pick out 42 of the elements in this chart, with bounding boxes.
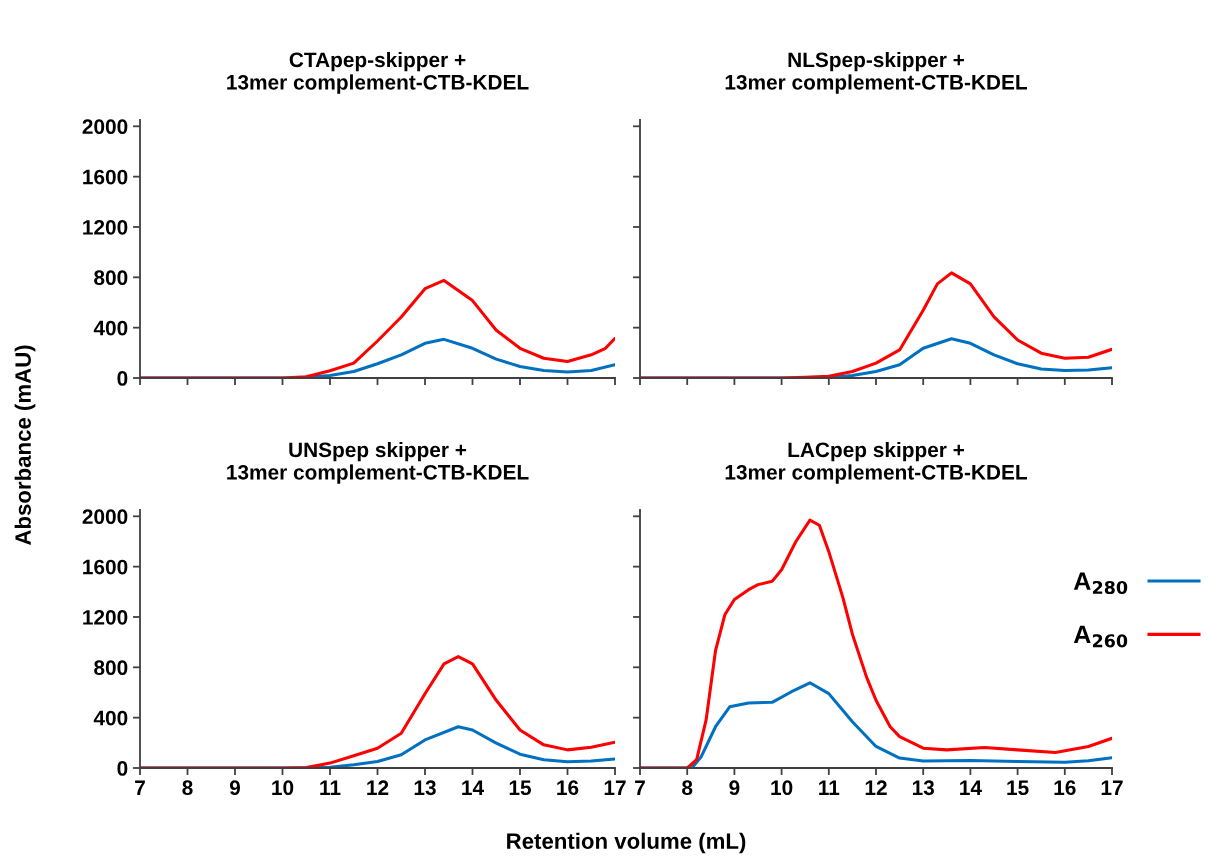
x-tick-label: 9 — [729, 780, 740, 796]
y-tick-label: 800 — [94, 270, 128, 286]
x-tick-label: 8 — [182, 780, 193, 796]
chart-title: LACpep skipper + 13mer complement-CTB-KDEL — [725, 441, 1028, 484]
y-axis-title: Absorbance (mAU) — [14, 345, 36, 546]
x-tick-label: 11 — [320, 780, 341, 795]
x-tick-label: 14 — [960, 780, 982, 795]
x-tick-label: 16 — [557, 780, 579, 796]
x-tick-label: 14 — [462, 780, 484, 795]
legend-label: A$_{260}$ — [1073, 625, 1128, 648]
chart-title: CTApep-skipper + 13mer complement-CTB-KDEL — [227, 51, 529, 94]
x-tick-label: 7 — [635, 780, 645, 795]
x-tick-label: 8 — [682, 780, 693, 796]
x-tick-label: 10 — [272, 780, 294, 796]
y-tick-label: 2000 — [82, 119, 128, 135]
chart-title: UNSpep skipper + 13mer complement-CTB-KDEL — [227, 441, 529, 484]
x-tick-label: 13 — [912, 780, 935, 796]
y-tick-label: 1600 — [83, 169, 128, 185]
legend-label: A$_{280}$ — [1073, 572, 1128, 595]
y-tick-label: 800 — [94, 660, 128, 676]
y-tick-label: 1200 — [83, 609, 128, 625]
x-axis-title: Retention volume (mL) — [507, 832, 746, 854]
x-tick-label: 16 — [1054, 780, 1076, 796]
x-tick-label: 15 — [509, 780, 532, 796]
y-tick-label: 400 — [93, 320, 128, 336]
y-tick-label: 1600 — [83, 559, 128, 575]
y-tick-label: 0 — [117, 371, 128, 386]
x-tick-label: 11 — [819, 780, 840, 795]
x-tick-label: 7 — [135, 780, 145, 795]
x-tick-label: 15 — [1007, 780, 1029, 796]
x-tick-label: 12 — [367, 780, 389, 795]
x-tick-label: 9 — [229, 780, 241, 796]
y-tick-label: 400 — [93, 710, 128, 726]
chart-title: NLSpep-skipper + 13mer complement-CTB-KDEL — [725, 51, 1028, 94]
x-tick-label: 17 — [1101, 780, 1123, 795]
y-tick-label: 0 — [117, 761, 128, 776]
x-tick-label: 13 — [414, 780, 436, 796]
y-tick-label: 2000 — [82, 509, 128, 525]
x-tick-label: 17 — [604, 780, 626, 795]
x-tick-label: 10 — [771, 780, 793, 796]
x-tick-label: 12 — [865, 780, 887, 795]
y-tick-label: 1200 — [83, 219, 128, 235]
